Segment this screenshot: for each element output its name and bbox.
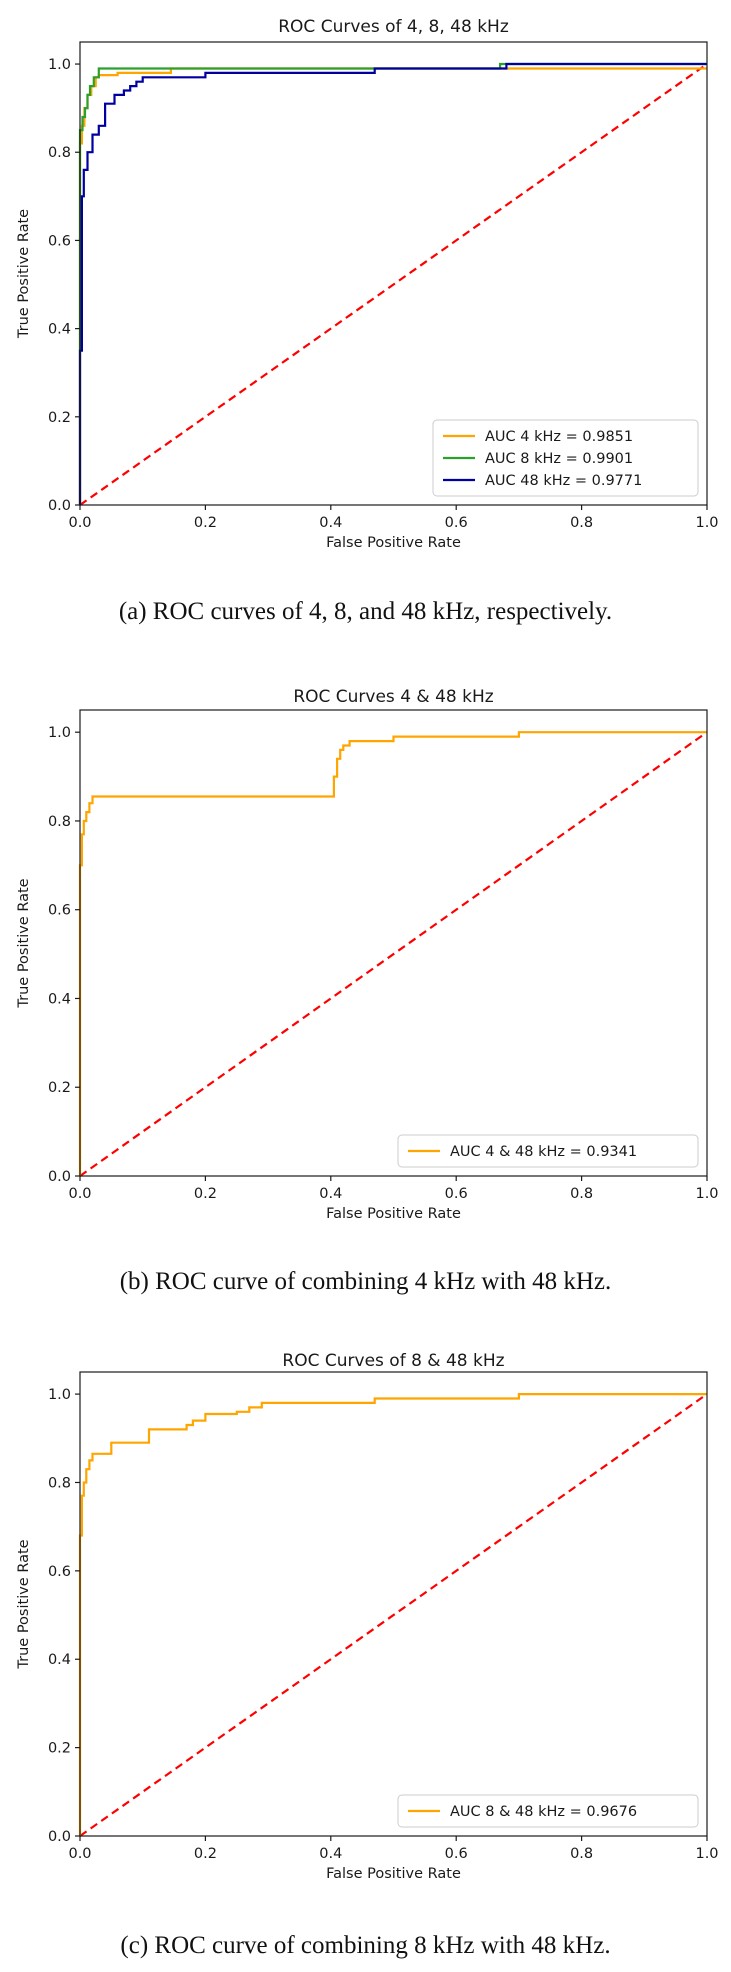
chance-diagonal-line (79, 1393, 708, 1837)
x-axis-label: False Positive Rate (326, 535, 461, 551)
x-tick-label: 0.6 (445, 515, 468, 531)
y-tick-label: 1.0 (48, 57, 71, 73)
figure-caption: (b) ROC curve of combining 4 kHz with 48… (120, 1268, 612, 1295)
x-tick-label: 1.0 (695, 515, 718, 531)
roc-chart-2: ROC Curves 4 & 48 kHz 0.0 0.2 0.4 0.6 0.8 1.0 0… (16, 687, 719, 1295)
series-line-1 (78, 731, 707, 1176)
chance-diagonal-line (79, 63, 708, 506)
y-tick-label: 1.0 (48, 725, 71, 741)
legend: AUC 8 & 48 kHz = 0.9676 (397, 1794, 699, 1828)
y-tick-label: 0.4 (48, 991, 71, 1007)
y-tick-label: 0.0 (48, 1169, 71, 1185)
plot-frame (79, 709, 708, 1177)
x-tick-label: 0.0 (68, 1846, 91, 1862)
legend-box (432, 419, 699, 497)
y-tick-label: 0.2 (48, 1080, 71, 1096)
y-tick-label: 0.0 (48, 1829, 71, 1845)
x-tick-label: 0.0 (68, 515, 91, 531)
x-tick-label: 0.4 (319, 1186, 342, 1202)
x-tick-label: 0.2 (194, 1846, 217, 1862)
plot-frame (79, 41, 708, 506)
legend-label: AUC 4 kHz = 0.9851 (485, 429, 633, 445)
legend-label: AUC 8 kHz = 0.9901 (485, 451, 633, 467)
x-tick-label: 0.2 (194, 1186, 217, 1202)
x-tick-label: 0.8 (570, 1186, 593, 1202)
y-tick-label: 0.0 (48, 498, 71, 514)
x-axis-label: False Positive Rate (326, 1866, 461, 1882)
chart-title: ROC Curves 4 & 48 kHz (293, 687, 493, 707)
y-tick-label: 0.4 (48, 322, 71, 338)
legend-label: AUC 4 & 48 kHz = 0.9341 (450, 1144, 637, 1160)
y-tick-label: 1.0 (48, 1387, 71, 1403)
y-tick-label: 0.8 (48, 814, 71, 830)
x-axis-label: False Positive Rate (326, 1206, 461, 1222)
y-tick-label: 0.8 (48, 145, 71, 161)
legend: AUC 4 kHz = 0.9851 AUC 8 kHz = 0.9901 AUC … (432, 419, 699, 497)
y-axis-label: True Positive Rate (16, 878, 32, 1008)
legend-box (397, 1134, 699, 1168)
series-line-1 (78, 1392, 707, 1836)
legend: AUC 4 & 48 kHz = 0.9341 (397, 1134, 699, 1168)
y-tick-label: 0.2 (48, 1741, 71, 1757)
legend-label: AUC 48 kHz = 0.9771 (485, 473, 642, 489)
x-tick-label: 0.6 (445, 1846, 468, 1862)
x-tick-label: 0.0 (68, 1186, 91, 1202)
legend-label: AUC 8 & 48 kHz = 0.9676 (450, 1804, 637, 1820)
y-axis-label: True Positive Rate (16, 209, 32, 339)
y-tick-label: 0.8 (48, 1475, 71, 1491)
x-tick-label: 1.0 (695, 1846, 718, 1862)
y-tick-label: 0.4 (48, 1652, 71, 1668)
figure-caption: (a) ROC curves of 4, 8, and 48 kHz, resp… (119, 598, 612, 625)
figure-caption: (c) ROC curve of combining 8 kHz with 48… (120, 1932, 610, 1959)
y-tick-label: 0.2 (48, 410, 71, 426)
x-tick-label: 0.2 (194, 515, 217, 531)
y-tick-label: 0.6 (48, 903, 71, 919)
y-tick-label: 0.6 (48, 1564, 71, 1580)
y-tick-label: 0.6 (48, 233, 71, 249)
legend-box (397, 1794, 699, 1828)
x-tick-label: 0.4 (319, 515, 342, 531)
x-tick-label: 0.8 (570, 515, 593, 531)
x-tick-label: 0.8 (570, 1846, 593, 1862)
plot-frame (79, 1371, 708, 1837)
chart-title: ROC Curves of 4, 8, 48 kHz (278, 17, 509, 37)
x-tick-label: 0.6 (445, 1186, 468, 1202)
series-line-3 (78, 62, 707, 505)
roc-chart-3: ROC Curves of 8 & 48 kHz 0.0 0.2 0.4 0.6 0.8 1… (16, 1351, 719, 1959)
y-axis-label: True Positive Rate (16, 1539, 32, 1669)
chart-title: ROC Curves of 8 & 48 kHz (282, 1351, 504, 1371)
chance-diagonal-line (79, 731, 708, 1177)
roc-chart-1: ROC Curves of 4, 8, 48 kHz 0.0 0.2 0.4 0.6 0.… (16, 17, 719, 625)
x-tick-label: 0.4 (319, 1846, 342, 1862)
x-tick-label: 1.0 (695, 1186, 718, 1202)
